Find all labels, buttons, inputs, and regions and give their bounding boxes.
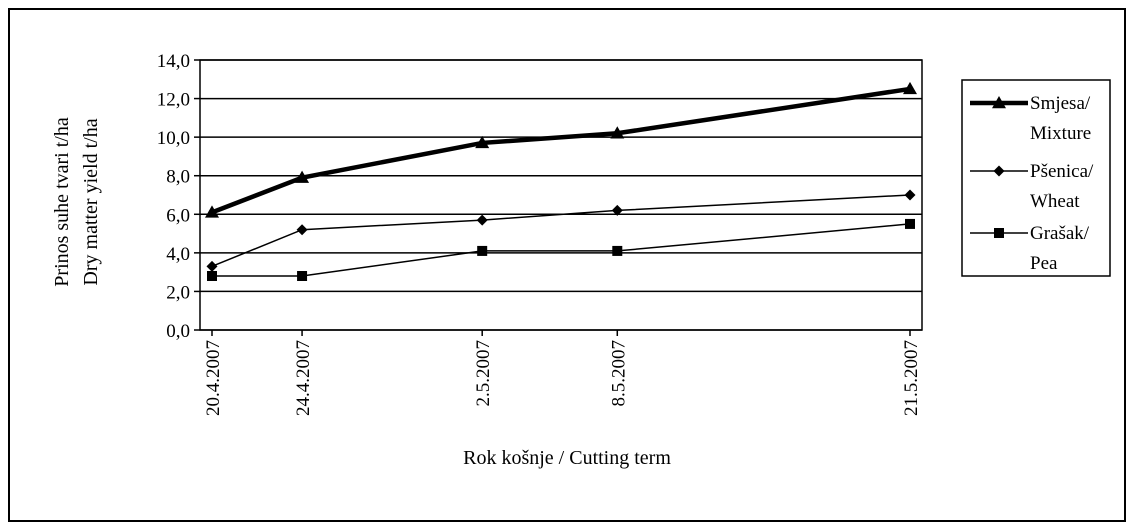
x-tick-label: 20.4.2007 (203, 340, 224, 416)
legend-box (961, 79, 1111, 277)
y-tick-label: 8,0 (166, 167, 190, 188)
data-point-triangle (295, 170, 310, 183)
y-tick-label: 14,0 (157, 51, 190, 72)
y-tick-label: 0,0 (166, 321, 190, 342)
series-layer (205, 81, 917, 281)
legend-label: Smjesa/ (1030, 93, 1091, 114)
data-point-triangle (205, 205, 219, 218)
y-axis-label-line-1: Prinos suhe tvari t/ha (51, 117, 73, 287)
legend-marker-diamond (993, 165, 1005, 177)
data-point-square (297, 271, 308, 281)
x-tick-label: 2.5.2007 (473, 340, 494, 407)
series-triangle (205, 81, 917, 218)
data-point-square (905, 218, 915, 229)
data-point-triangle (475, 135, 490, 149)
legend-marker-triangle (992, 96, 1006, 109)
data-point-square (207, 271, 217, 281)
legend-label: Pšenica/ (1030, 161, 1094, 182)
x-tick-label: 24.4.2007 (293, 340, 314, 416)
legend-label: Pea (1030, 253, 1058, 274)
legend-label: Wheat (1030, 191, 1080, 212)
legend-label: Mixture (1030, 123, 1091, 144)
data-point-square (612, 245, 623, 256)
legend: Smjesa/Mixture Pšenica/Wheat Grašak/Pea (961, 79, 1111, 277)
y-tick-label: 4,0 (166, 244, 190, 265)
x-axis-ticks: 20.4.2007 24.4.2007 2.5.2007 8.5.2007 21.5.2… (203, 330, 922, 416)
plot-area (199, 59, 923, 331)
y-tick-label: 10,0 (157, 128, 190, 149)
data-point-triangle (903, 81, 917, 95)
y-tick-label: 2,0 (166, 282, 190, 303)
data-point-triangle (610, 126, 625, 139)
y-tick-label: 6,0 (166, 205, 190, 226)
y-axis-label-line-2: Dry matter yield t/ha (80, 118, 102, 285)
legend-entry: Grašak/Pea (970, 223, 1090, 274)
data-point-diamond (476, 214, 488, 226)
series-diamond (206, 189, 916, 272)
legend-label: Grašak/ (1030, 223, 1090, 244)
y-axis-ticks: 0,0 2,0 4,0 6,0 8,0 10,0 12,0 14,0 (157, 51, 200, 342)
y-tick-label: 12,0 (157, 90, 190, 111)
legend-entry: Smjesa/Mixture (970, 93, 1091, 144)
data-point-square (477, 245, 488, 256)
data-point-diamond (296, 224, 308, 236)
x-tick-label: 8.5.2007 (608, 340, 629, 407)
x-tick-label: 21.5.2007 (901, 340, 922, 416)
legend-marker-square (994, 228, 1004, 238)
series-square (207, 218, 915, 281)
data-point-diamond (206, 260, 218, 272)
chart-border (8, 8, 1126, 522)
legend-entry: Pšenica/Wheat (970, 161, 1094, 212)
x-axis-label: Rok košnje / Cutting term (463, 447, 671, 469)
data-point-diamond (904, 189, 916, 201)
data-point-diamond (611, 204, 623, 216)
